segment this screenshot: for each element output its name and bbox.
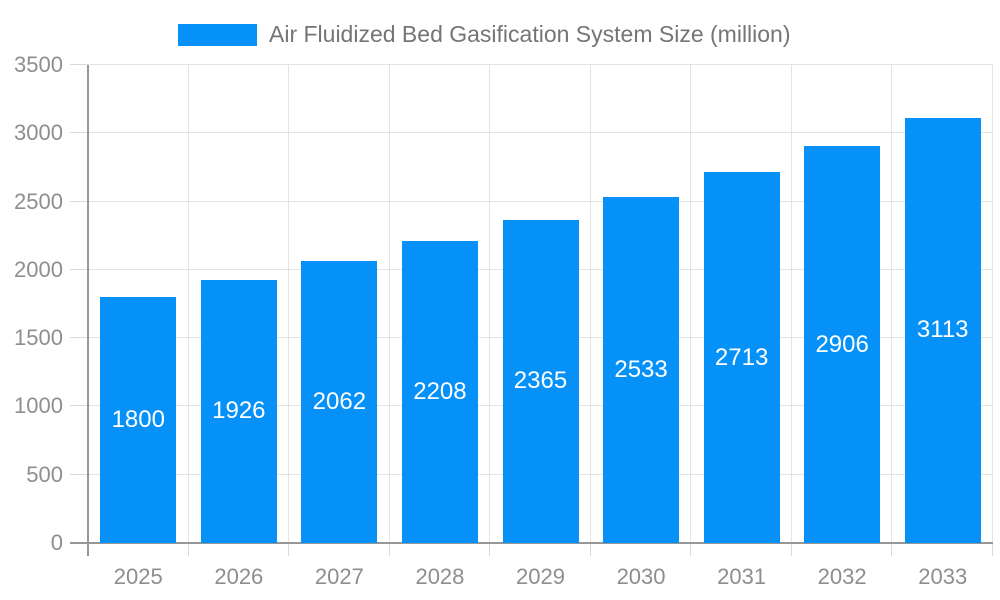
bar-value-label: 2713: [714, 343, 769, 371]
gridline-vertical: [388, 65, 390, 543]
x-axis-label: 2033: [918, 564, 968, 589]
x-axis-tick: [489, 543, 491, 556]
y-axis-label: 2500: [14, 188, 63, 214]
legend-swatch: [178, 23, 257, 46]
y-axis-line: [87, 65, 89, 556]
gridline-vertical: [790, 65, 792, 543]
x-axis-line: [70, 542, 993, 544]
bar-2031[interactable]: 2713: [703, 172, 780, 543]
x-axis-label: 2026: [214, 564, 264, 589]
x-axis-tick: [388, 543, 390, 556]
x-axis-label: 2028: [415, 564, 465, 589]
y-axis-label: 3500: [14, 52, 63, 77]
bar-2032[interactable]: 2906: [804, 146, 881, 543]
x-axis-tick: [790, 543, 792, 556]
x-axis-label: 2025: [113, 564, 163, 589]
gridline-horizontal: [88, 132, 993, 134]
x-axis-label: 2032: [817, 564, 867, 589]
bar-2025[interactable]: 1800: [100, 297, 177, 543]
bar-value-label: 2533: [614, 356, 668, 384]
x-axis-tick: [891, 543, 893, 556]
x-axis-tick: [690, 543, 692, 556]
bar-value-label: 1800: [111, 406, 165, 434]
bar-value-label: 2906: [815, 330, 869, 358]
gridline-vertical: [992, 65, 993, 543]
legend-label: Air Fluidized Bed Gasification System Si…: [269, 21, 791, 47]
bar-value-label: 2062: [312, 388, 367, 416]
bar-2030[interactable]: 2533: [603, 197, 680, 543]
x-axis-label: 2027: [314, 564, 364, 589]
bar-2029[interactable]: 2365: [502, 220, 579, 543]
legend[interactable]: Air Fluidized Bed Gasification System Si…: [178, 21, 791, 48]
y-axis-tick: [70, 337, 88, 339]
x-axis-tick: [187, 543, 189, 556]
x-axis-label: 2029: [516, 564, 565, 589]
gridline-vertical: [891, 65, 893, 543]
bar-value-label: 2365: [513, 367, 568, 395]
y-axis-label: 1500: [14, 325, 63, 351]
x-axis-label: 2031: [717, 564, 767, 589]
gridline-horizontal: [88, 200, 993, 202]
y-axis-label: 0: [50, 530, 63, 555]
y-axis-tick: [70, 64, 88, 65]
y-axis-tick: [70, 200, 88, 202]
y-axis-tick: [70, 473, 88, 475]
bar-2027[interactable]: 2062: [301, 261, 378, 543]
x-axis-label: 2030: [616, 564, 666, 589]
y-axis-tick: [70, 405, 88, 407]
y-axis-label: 1000: [14, 393, 63, 419]
bar-value-label: 2208: [413, 378, 467, 406]
bar-value-label: 3113: [916, 316, 969, 344]
bar-2026[interactable]: 1926: [200, 279, 277, 543]
y-axis-label: 500: [26, 461, 63, 487]
gridline-vertical: [690, 65, 692, 543]
x-axis-tick: [992, 543, 993, 556]
y-axis-tick: [70, 132, 88, 134]
bar-value-label: 1926: [212, 397, 266, 425]
x-axis-tick: [589, 543, 591, 556]
y-axis-label: 3000: [14, 120, 63, 146]
y-axis-tick: [70, 268, 88, 270]
y-axis-label: 2000: [14, 256, 63, 282]
gridline-vertical: [489, 65, 491, 543]
gridline-vertical: [288, 65, 290, 543]
gridline-horizontal: [88, 64, 993, 65]
x-axis-tick: [288, 543, 290, 556]
bar-2028[interactable]: 2208: [401, 241, 478, 543]
gridline-vertical: [187, 65, 189, 543]
gridline-vertical: [589, 65, 591, 543]
bar-2033[interactable]: 3113: [904, 117, 981, 543]
